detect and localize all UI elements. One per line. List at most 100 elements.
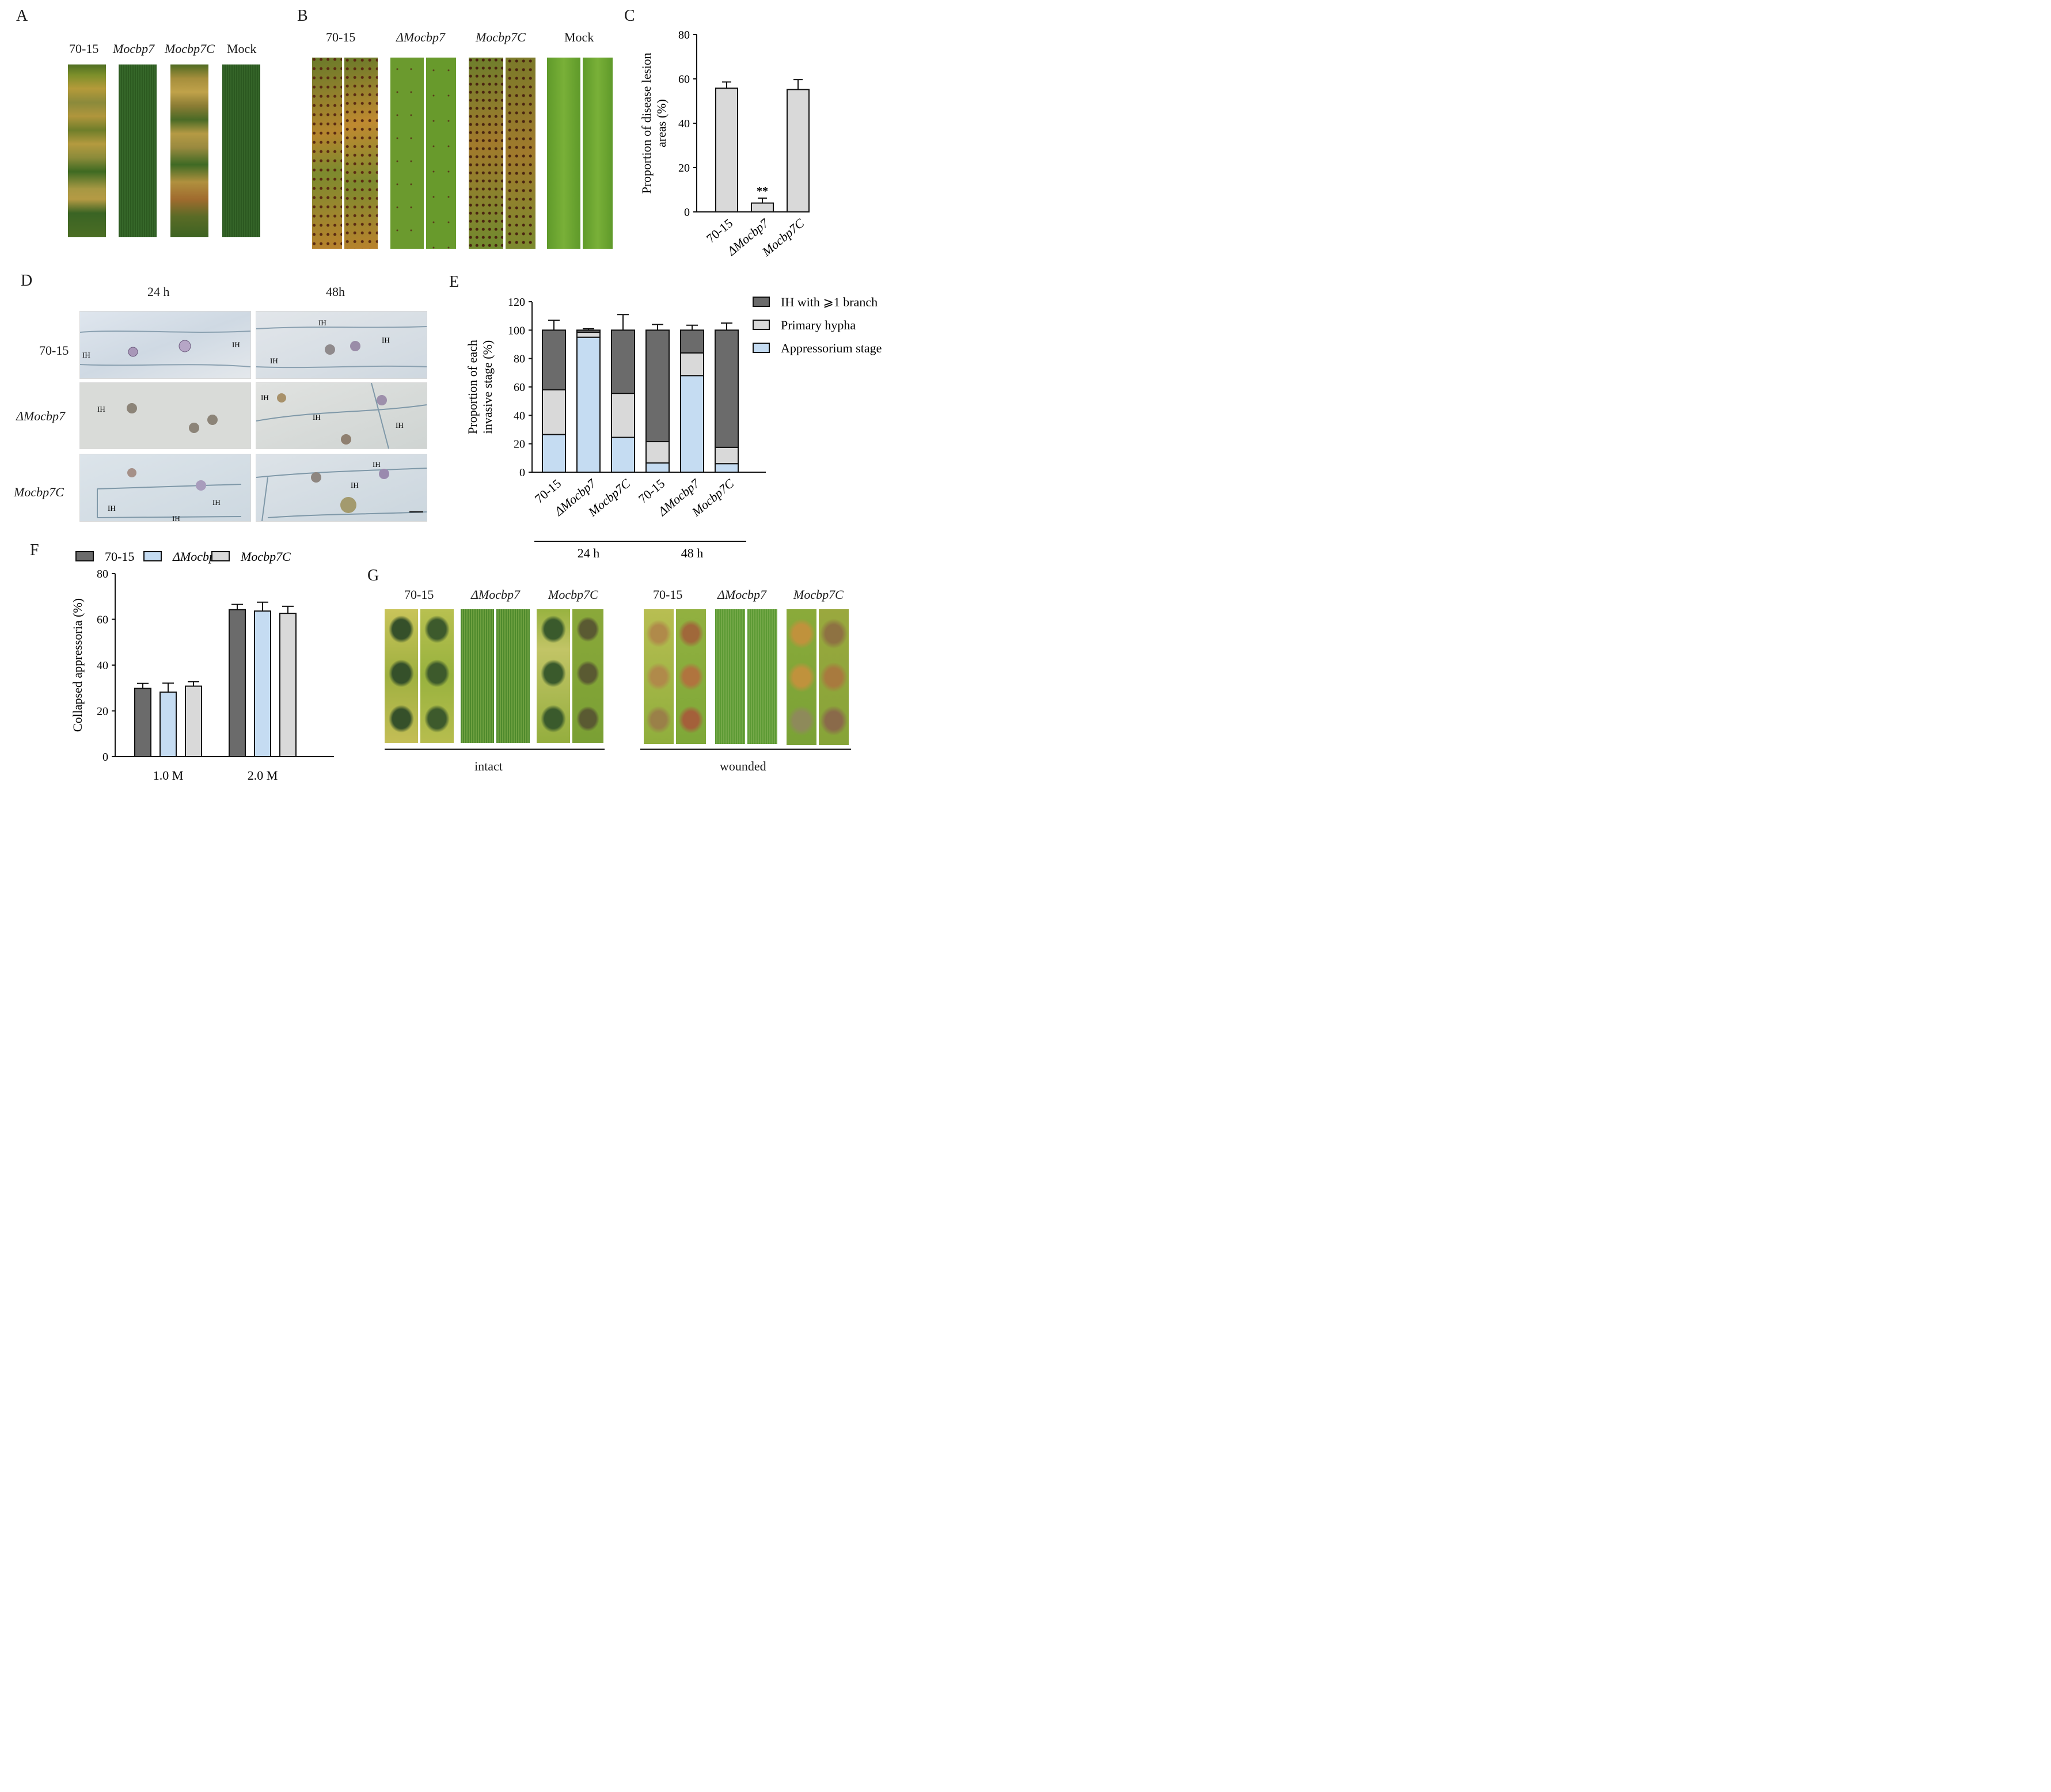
chart-f-x-tick-label: 1.0 M [153, 768, 184, 783]
chart-f-bar [229, 609, 246, 758]
chart-f-legend-label: Mocbp7C [240, 549, 291, 564]
chart-c-y-label: areas (%) [654, 99, 669, 147]
panel-b-leaf-mocbp7c-b [506, 58, 535, 249]
chart-f-y-tick-label: 80 [97, 568, 108, 580]
ih-label: IH [382, 336, 390, 344]
panel-g-wounded-label-3: Mocbp7C [793, 587, 844, 602]
micrograph-mocbp7c-48h: IH IH [256, 454, 427, 522]
chart-e-bar-segment [680, 352, 704, 377]
chart-e-bar-segment [715, 329, 739, 448]
panel-g-wounded-mocbp7c-b [819, 609, 849, 745]
panel-g-intact-bracket [385, 749, 605, 750]
panel-b-leaf-mock-a [547, 58, 580, 249]
chart-f-bar [134, 688, 151, 757]
panel-g-intact-70-15-a [385, 609, 418, 743]
panel-b-label-4: Mock [564, 30, 594, 44]
panel-g-intact-mocbp7-b [496, 609, 530, 743]
panel-g-wounded-label: wounded [720, 759, 766, 773]
chart-c-y-tick-label: 60 [678, 73, 690, 86]
chart-c-y-label: Proportion of disease lesion [639, 52, 654, 193]
panel-b-leaf-70-15-b [344, 58, 378, 249]
chart-e-y-label: invasive stage (%) [480, 340, 495, 434]
ih-label: IH [172, 514, 180, 521]
chart-e-bar-segment [576, 332, 601, 338]
chart-e-bar-segment [542, 389, 566, 435]
panel-g-intact-mocbp7c-a [537, 609, 570, 743]
chart-f-legend-swatch [211, 551, 230, 561]
panel-g-intact-label: intact [474, 759, 503, 773]
panel-b-label-1: 70-15 [326, 30, 356, 44]
panel-g-letter: G [367, 567, 379, 584]
panel-a-leaf-mocbp7c [170, 64, 208, 237]
micrograph-mocbp7c-24h: IH IH IH [79, 454, 251, 522]
chart-f-y-tick-label: 60 [97, 614, 108, 627]
chart-e-y-tick-label: 120 [508, 296, 525, 309]
panel-c-letter: C [624, 7, 635, 25]
panel-g-intact-label-2: ΔMocbp7 [471, 587, 521, 602]
panel-a-leaf-70-15 [68, 64, 106, 237]
chart-e-bar-segment [611, 329, 635, 394]
chart-f-bar [279, 613, 297, 758]
ih-label: IH [351, 481, 359, 489]
panel-g-intact-label-3: Mocbp7C [548, 587, 598, 602]
micrograph-70-15-24h: IH IH [79, 311, 251, 379]
chart-f-bar [254, 610, 271, 757]
ih-label: IH [232, 340, 240, 349]
panel-f-letter: F [30, 541, 39, 559]
chart-e-y-label: Proportion of each [465, 340, 480, 434]
chart-e-group-label: 24 h [578, 546, 600, 560]
panel-d-letter: D [21, 272, 33, 290]
panel-g-wounded-mocbp7-a [715, 609, 745, 744]
micrograph-mocbp7-48h: IH IH IH [256, 382, 427, 449]
chart-f-legend-swatch [75, 551, 94, 561]
chart-e-legend-label: Primary hypha [781, 318, 856, 332]
chart-e-y-tick-label: 20 [514, 438, 525, 451]
ih-label: IH [261, 393, 269, 402]
chart-c: 0 20 40 60 80 Proportion of disease lesion are… [639, 29, 810, 259]
chart-e-y-tick-label: 0 [519, 466, 525, 479]
panel-b-leaf-mock-b [583, 58, 613, 249]
panel-b-leaf-mocbp7-b [426, 58, 456, 249]
chart-e-bar-segment [680, 329, 704, 354]
chart-e-legend-swatch [753, 343, 770, 353]
ih-label: IH [82, 351, 90, 359]
chart-f-legend-label: 70-15 [105, 549, 134, 564]
ih-label: IH [396, 421, 404, 430]
chart-c-y-tick-label: 0 [684, 206, 690, 219]
panel-g-intact-mocbp7c-b [572, 609, 603, 743]
panel-g-wounded-70-15-a [644, 609, 674, 744]
chart-f: 0 20 40 60 80 Collapsed appressoria (%) 1.0 M 2… [70, 549, 334, 783]
panel-g-intact-label-1: 70-15 [404, 587, 434, 602]
micrograph-70-15-48h: IH IH IH [256, 311, 427, 379]
chart-e-legend-label: Appressorium stage [781, 341, 882, 355]
chart-e-bar-segment [645, 329, 670, 442]
ih-label: IH [97, 405, 105, 413]
chart-e-legend-swatch [753, 297, 770, 307]
ih-label: IH [108, 504, 116, 512]
chart-c-significance: ** [757, 185, 768, 198]
panel-d-time-48h: 48h [326, 284, 345, 299]
ih-label: IH [270, 356, 278, 365]
panel-g-wounded-mocbp7c-a [787, 609, 816, 745]
chart-f-y-tick-label: 0 [102, 751, 108, 764]
chart-f-y-tick-label: 40 [97, 659, 108, 672]
chart-f-y-tick-label: 20 [97, 705, 108, 718]
panel-a-label-1: 70-15 [69, 41, 99, 56]
panel-d-row-mocbp7: ΔMocbp7 [16, 409, 66, 423]
chart-f-x-tick-label: 2.0 M [248, 768, 278, 783]
panel-d-time-24h: 24 h [147, 284, 170, 299]
chart-e-bar-segment [645, 462, 670, 473]
panel-b-label-2: ΔMocbp7 [396, 30, 446, 44]
chart-e-legend-swatch [753, 320, 770, 330]
chart-e-bar-segment [715, 446, 739, 465]
chart-c-bar [751, 202, 774, 213]
chart-c-bar [787, 89, 810, 213]
chart-f-y-label: Collapsed appressoria (%) [70, 598, 85, 732]
panel-g-wounded-label-2: ΔMocbp7 [717, 587, 767, 602]
chart-e-bar-segment [715, 463, 739, 473]
chart-e-bar-segment [645, 441, 670, 464]
panel-g-wounded-mocbp7-b [747, 609, 777, 744]
panel-b-letter: B [297, 7, 308, 25]
panel-a-label-3: Mocbp7C [165, 41, 215, 56]
panel-g-intact-mocbp7-a [461, 609, 494, 743]
